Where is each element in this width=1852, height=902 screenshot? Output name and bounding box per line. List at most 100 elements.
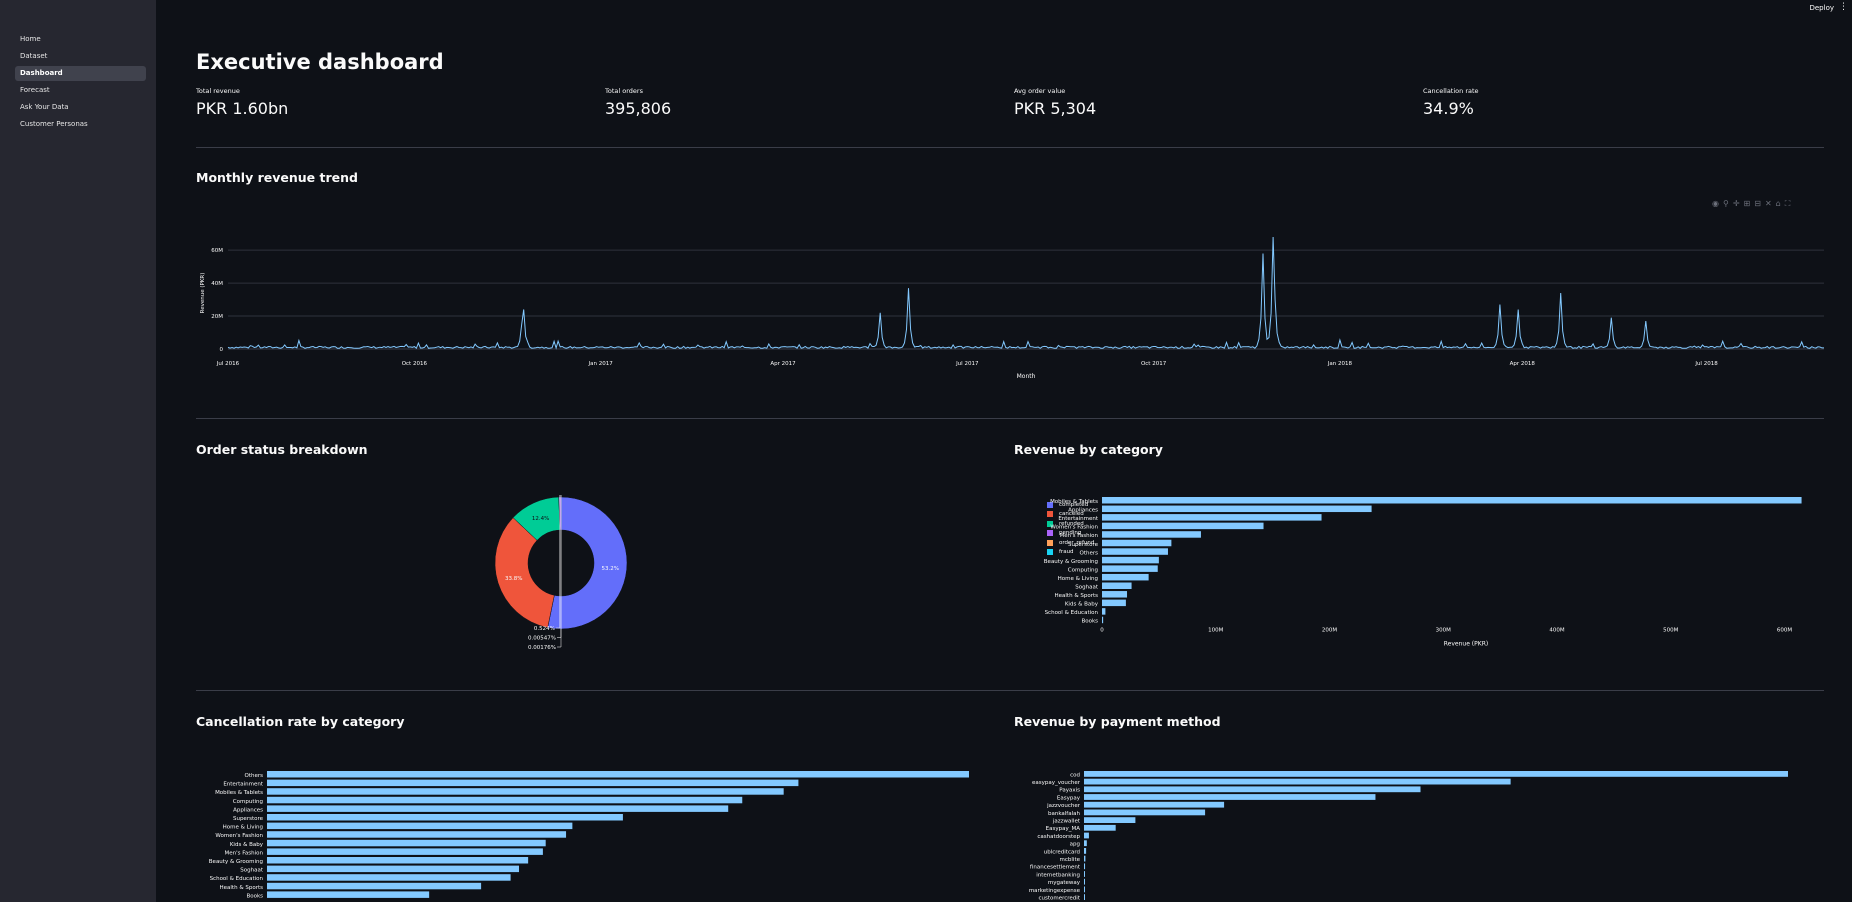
sidebar-item-forecast[interactable]: Forecast xyxy=(20,86,50,94)
chart-toolbar: ◉ ⚲ ✛ ⊞ ⊟ ✕ ⌂ ⛶ xyxy=(1712,199,1790,209)
category-label: Payaxis xyxy=(1059,788,1080,794)
x-tick-label: 500M xyxy=(1663,627,1678,633)
bar xyxy=(1102,616,1104,624)
bar xyxy=(1102,522,1264,530)
deploy-button[interactable]: Deploy xyxy=(1809,4,1834,12)
category-label: Beauty & Grooming xyxy=(209,859,263,865)
slice-label: 0.00176% xyxy=(528,645,556,651)
legend-item-pending[interactable]: pending xyxy=(1047,529,1094,539)
order-status-legend: completed canceled refunded pending orde… xyxy=(1047,500,1094,557)
reset-axes-icon[interactable]: ⌂ xyxy=(1775,199,1781,208)
x-tick-label: 200M xyxy=(1322,627,1337,633)
x-tick-label: Apr 2017 xyxy=(770,361,796,367)
zoom-in-icon[interactable]: ⊞ xyxy=(1743,199,1751,208)
legend-label: canceled xyxy=(1059,511,1084,518)
slice-label: 33.8% xyxy=(505,576,522,582)
x-tick-label: 600M xyxy=(1777,627,1792,633)
section-title-cancellation: Cancellation rate by category xyxy=(196,714,405,729)
page-title: Executive dashboard xyxy=(196,50,444,74)
category-label: Women's Fashion xyxy=(215,833,263,839)
legend-item-completed[interactable]: completed xyxy=(1047,500,1094,510)
legend-swatch xyxy=(1047,520,1053,527)
y-tick-label: 60M xyxy=(211,248,223,254)
bar xyxy=(1102,548,1168,555)
legend-swatch xyxy=(1047,549,1053,556)
metric-label: Total revenue xyxy=(196,87,240,95)
sidebar-item-home[interactable]: Home xyxy=(20,35,41,43)
sidebar: Home Dataset Dashboard Forecast Ask Your… xyxy=(0,0,156,902)
category-label: Kids & Baby xyxy=(1065,602,1099,608)
x-tick-label: Apr 2018 xyxy=(1510,361,1536,367)
bar xyxy=(267,796,743,804)
camera-icon[interactable]: ◉ xyxy=(1712,199,1719,208)
legend-item-refunded[interactable]: refunded xyxy=(1047,519,1094,529)
bar xyxy=(1102,565,1158,572)
fullscreen-icon[interactable]: ⛶ xyxy=(1784,199,1791,208)
x-tick-label: 400M xyxy=(1549,627,1564,633)
donut-slice-completed xyxy=(547,496,628,630)
category-label: Kids & Baby xyxy=(230,842,264,848)
category-label: Easypay_MA xyxy=(1046,826,1081,832)
top-bar: Deploy ⋮ xyxy=(1792,0,1852,18)
category-label: mygateway xyxy=(1048,880,1081,886)
legend-label: refunded xyxy=(1059,520,1084,527)
x-tick-label: Jul 2016 xyxy=(216,361,240,367)
legend-item-fraud[interactable]: fraud xyxy=(1047,548,1094,558)
category-label: Others xyxy=(1080,550,1099,556)
bar xyxy=(1102,497,1802,504)
x-tick-label: Jan 2018 xyxy=(1327,361,1353,367)
bar xyxy=(1102,599,1126,607)
category-label: Easypay xyxy=(1057,795,1081,801)
metric-label: Total orders xyxy=(605,87,643,95)
x-tick-label: 100M xyxy=(1208,627,1223,633)
y-axis-title: Revenue (PKR) xyxy=(200,273,206,314)
category-label: Entertainment xyxy=(1058,516,1099,522)
category-label: Mobiles & Tablets xyxy=(215,790,263,796)
legend-item-order-refund[interactable]: order_refund xyxy=(1047,538,1094,548)
category-label: Computing xyxy=(233,799,263,805)
legend-label: order_refund xyxy=(1059,539,1095,546)
zoom-out-icon[interactable]: ⊟ xyxy=(1754,199,1761,208)
sidebar-item-customer-personas[interactable]: Customer Personas xyxy=(20,120,88,128)
bar xyxy=(1084,848,1087,854)
legend-item-canceled[interactable]: canceled xyxy=(1047,510,1094,520)
pan-icon[interactable]: ✛ xyxy=(1732,199,1740,208)
category-label: apg xyxy=(1070,842,1080,848)
category-label: Home & Living xyxy=(223,825,263,831)
category-label: Women's Fashion xyxy=(1050,525,1098,531)
kebab-icon[interactable]: ⋮ xyxy=(1839,2,1848,12)
order-status-donut-chart[interactable]: 53.2% 33.8% 12.4% 0.524% 0.00547% 0.00176% xyxy=(494,492,646,662)
sidebar-item-dataset[interactable]: Dataset xyxy=(20,52,48,60)
bar xyxy=(1102,608,1106,615)
sidebar-nav: Home Dataset Dashboard Forecast Ask Your… xyxy=(15,32,146,134)
zoom-icon[interactable]: ⚲ xyxy=(1722,199,1729,208)
bar xyxy=(1102,556,1159,564)
sidebar-item-ask-your-data[interactable]: Ask Your Data xyxy=(20,103,69,111)
revenue-trend-chart[interactable]: 0 20M 40M 60M Jul 2016 Oct 2016 Jan 2017 Apr 20… xyxy=(196,232,1824,382)
x-tick-label: Jan 2017 xyxy=(588,361,614,367)
sidebar-item-dashboard[interactable]: Dashboard xyxy=(15,66,146,81)
bar xyxy=(1084,871,1085,877)
slice-leader-line xyxy=(555,495,561,629)
x-tick-label: Oct 2017 xyxy=(1141,361,1167,367)
cancellation-rate-chart[interactable]: Others Entertainment Mobiles & Tablets Comp… xyxy=(196,765,1006,902)
category-label: jazzvoucher xyxy=(1046,803,1081,809)
revenue-by-category-chart[interactable]: Mobiles & Tablets Appliances Entertainment… xyxy=(1014,490,1824,655)
metric-value: PKR 1.60bn xyxy=(196,99,289,118)
bar xyxy=(1084,786,1421,793)
bar xyxy=(1084,824,1116,831)
x-tick-label: Jul 2017 xyxy=(955,361,979,367)
bar xyxy=(1084,840,1087,847)
legend-swatch xyxy=(1047,530,1053,537)
category-label: cod xyxy=(1070,772,1080,778)
bar xyxy=(267,839,546,847)
category-label: financesettlement xyxy=(1030,865,1081,871)
slice-leader-line xyxy=(556,495,562,648)
main-content: Executive dashboard Total revenue PKR 1.… xyxy=(196,0,1824,902)
divider xyxy=(196,690,1824,691)
bar xyxy=(1084,794,1376,800)
x-tick-label: Jul 2018 xyxy=(1694,361,1718,367)
bar xyxy=(267,865,520,873)
autoscale-icon[interactable]: ✕ xyxy=(1764,199,1772,208)
